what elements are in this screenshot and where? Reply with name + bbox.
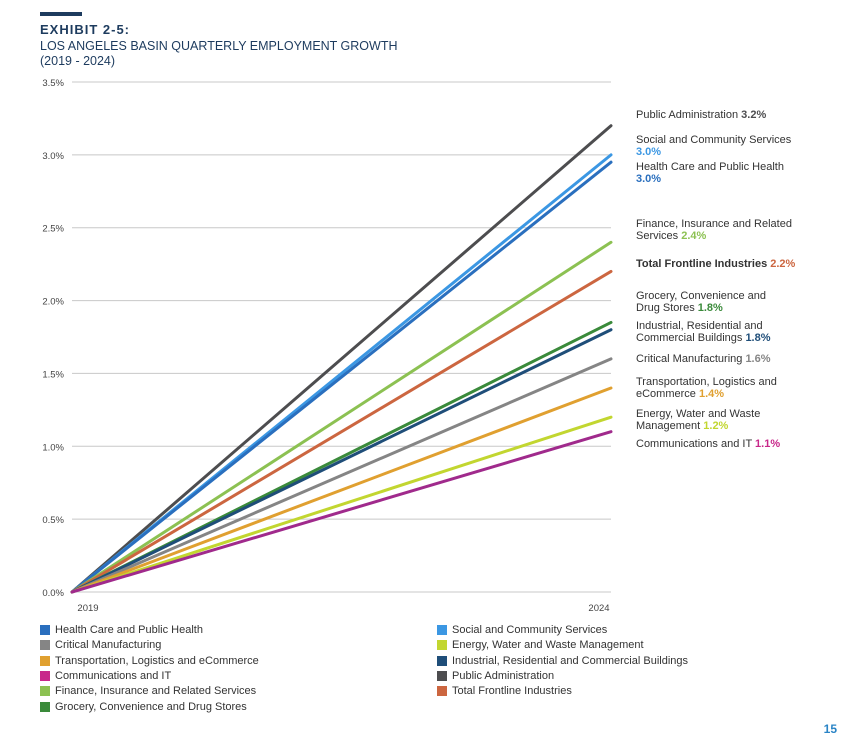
series-label: Industrial, Residential and Commercial Bu… <box>636 320 771 344</box>
legend-swatch <box>437 670 447 681</box>
y-tick-label: 3.0% <box>42 151 64 162</box>
series-line <box>70 386 613 594</box>
chart-title-text: LOS ANGELES BASIN QUARTERLY EMPLOYMENT G… <box>40 39 398 53</box>
series-value-label: 2.4% <box>681 230 706 242</box>
series-label-line: Total Frontline Industries <box>636 258 770 270</box>
series-label-line: Critical Manufacturing <box>636 353 745 365</box>
legend-item: Grocery, Convenience and Drug Stores <box>40 701 247 713</box>
series-label: Critical Manufacturing 1.6% <box>636 353 771 365</box>
y-tick-label: 0.5% <box>42 515 64 526</box>
legend-label: Public Administration <box>452 669 555 682</box>
exhibit-label: EXHIBIT 2-5: <box>40 22 131 37</box>
x-tick-label: 2019 <box>77 603 98 614</box>
series-value-label: 3.0% <box>636 146 661 158</box>
series-label-line: Finance, Insurance and Related <box>636 218 792 230</box>
series-label: Public Administration 3.2% <box>636 109 766 121</box>
legend-swatch <box>40 625 50 635</box>
legend-swatch <box>437 686 447 697</box>
series-line <box>70 240 613 594</box>
legend-swatch <box>437 625 447 635</box>
series-line <box>70 357 613 594</box>
legend-item: Social and Community Services <box>437 624 607 636</box>
legend-item: Total Frontline Industries <box>437 685 572 697</box>
series-label: Finance, Insurance and Related Services 2… <box>636 218 792 242</box>
series-line <box>70 269 613 594</box>
y-tick-label: 3.5% <box>42 78 64 89</box>
series-label-line: Grocery, Convenience and <box>636 290 766 302</box>
series-value-label: 3.0% <box>636 173 661 185</box>
series-label-line: Social and Community Services <box>636 134 792 146</box>
legend-label: Critical Manufacturing <box>55 639 162 652</box>
series-value-label: 1.6% <box>745 353 770 365</box>
legend-label: Energy, Water and Waste Management <box>452 639 644 652</box>
legend-label: Finance, Insurance and Related Services <box>55 685 257 698</box>
legend-item: Health Care and Public Health <box>40 624 203 636</box>
series-label: Grocery, Convenience and Drug Stores 1.8% <box>636 290 766 314</box>
series-label-line: Services <box>636 230 681 242</box>
series-label-line: Transportation, Logistics and <box>636 376 777 388</box>
y-tick-label: 1.0% <box>42 442 64 453</box>
legend-swatch <box>40 670 50 681</box>
series-value-label: 2.2% <box>770 258 795 270</box>
series-label: Total Frontline Industries 2.2% <box>636 258 796 270</box>
legend-swatch <box>40 655 50 666</box>
legend-label: Total Frontline Industries <box>452 685 572 698</box>
series-label: Transportation, Logistics and eCommerce 1… <box>636 376 777 400</box>
series-line <box>70 415 613 594</box>
series-label-line: Drug Stores <box>636 302 698 314</box>
y-tick-label: 2.5% <box>42 224 64 235</box>
series-label-line: Industrial, Residential and <box>636 320 763 332</box>
series-line <box>70 430 613 594</box>
legend-item: Finance, Insurance and Related Services <box>40 685 256 697</box>
legend-label: Industrial, Residential and Commercial B… <box>452 654 689 667</box>
series-label: Communications and IT 1.1% <box>636 438 780 450</box>
series-label: Health Care and Public Health 3.0% <box>636 161 784 185</box>
page-number: 15 <box>823 722 837 736</box>
series-label-line: Health Care and Public Health <box>636 161 784 173</box>
series-value-label: 3.2% <box>741 109 766 121</box>
legend-item: Communications and IT <box>40 670 171 682</box>
legend-item: Public Administration <box>437 670 554 682</box>
series-label: Energy, Water and Waste Management 1.2% <box>636 408 760 432</box>
legend-swatch <box>40 640 50 651</box>
legend-label: Social and Community Services <box>452 624 608 636</box>
series-value-label: 1.8% <box>698 302 723 314</box>
series-label-line: Communications and IT <box>636 438 755 450</box>
legend-swatch <box>437 655 447 666</box>
series-line <box>70 160 613 594</box>
legend-swatch <box>40 701 50 712</box>
series-value-label: 1.2% <box>703 420 728 432</box>
legend-label: Grocery, Convenience and Drug Stores <box>55 700 247 713</box>
legend-item: Industrial, Residential and Commercial B… <box>437 655 688 667</box>
series-label-line: Management <box>636 420 703 432</box>
line-chart: 0.0% 0.5% 1.0% 1.5% 2.0% 2.5% 3.0% 3.5% 2019 2024… <box>42 78 796 614</box>
series-value-label: 1.4% <box>699 388 724 400</box>
chart-period: (2019 - 2024) <box>40 54 116 68</box>
legend-item: Energy, Water and Waste Management <box>437 639 644 651</box>
legend-label: Health Care and Public Health <box>55 624 203 636</box>
y-tick-label: 1.5% <box>42 369 64 380</box>
title-accent-bar <box>40 12 82 16</box>
chart-title: LOS ANGELES BASIN QUARTERLY EMPLOYMENT G… <box>40 39 460 69</box>
x-tick-label: 2024 <box>588 603 609 614</box>
series-label-line: Energy, Water and Waste <box>636 408 760 420</box>
legend-swatch <box>437 640 447 651</box>
series-value-label: 1.1% <box>755 438 780 450</box>
y-tick-label: 0.0% <box>42 588 64 599</box>
legend-label: Communications and IT <box>55 669 172 682</box>
series-label: Social and Community Services 3.0% <box>636 134 792 158</box>
legend-item: Transportation, Logistics and eCommerce <box>40 655 259 667</box>
series-line <box>70 328 613 594</box>
legend-swatch <box>40 686 50 697</box>
series-value-label: 1.8% <box>745 332 770 344</box>
legend-item: Critical Manufacturing <box>40 639 161 651</box>
series-label-line: Public Administration <box>636 109 741 121</box>
y-tick-label: 2.0% <box>42 297 64 308</box>
series-line <box>70 124 613 594</box>
series-label-line: eCommerce <box>636 388 699 400</box>
legend-label: Transportation, Logistics and eCommerce <box>55 654 259 667</box>
series-label-line: Commercial Buildings <box>636 332 745 344</box>
